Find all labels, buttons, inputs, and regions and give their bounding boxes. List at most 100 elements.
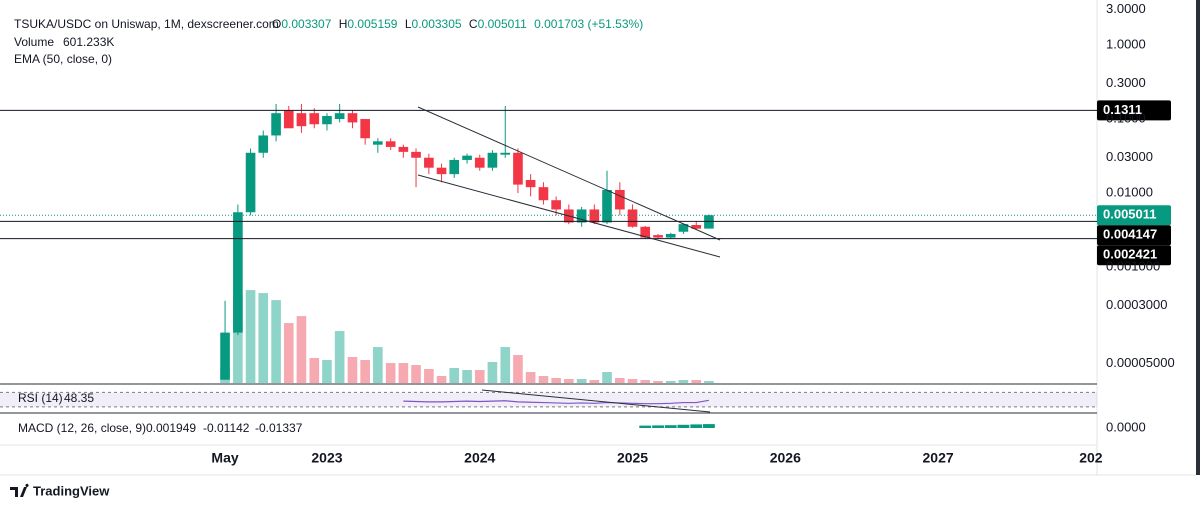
candle-body <box>551 200 561 210</box>
price-label: 0.002421 <box>1103 247 1157 262</box>
brand: TradingView <box>33 483 110 498</box>
volume-bar <box>487 362 498 383</box>
volume-bar <box>691 380 702 383</box>
y-tick-label: 0.0003000 <box>1106 297 1167 312</box>
volume-bar <box>551 378 561 383</box>
volume-bar <box>704 380 714 383</box>
volume-bar <box>462 370 472 383</box>
volume-bar <box>322 360 332 383</box>
y-tick-label: 0.3000 <box>1106 75 1146 90</box>
candle-body <box>334 113 345 120</box>
candle-body <box>665 233 676 238</box>
volume-bar <box>576 379 587 383</box>
volume-bar <box>233 295 243 383</box>
macd-hist: 0.001949 <box>146 421 196 435</box>
trend-line <box>417 174 721 258</box>
volume-bar <box>360 360 370 383</box>
candle-body <box>627 209 638 227</box>
candle-body <box>283 110 294 129</box>
y-tick-label: 3.0000 <box>1106 1 1146 16</box>
candle-body <box>233 212 243 333</box>
macd-bar <box>677 424 690 428</box>
volume-bar <box>474 370 485 383</box>
price-label-box <box>1097 225 1171 246</box>
y-tick-label: 0.00005000 <box>1106 355 1175 370</box>
candle-body <box>436 167 447 175</box>
rsi-value: 48.35 <box>64 391 94 405</box>
volume-bar <box>436 376 447 383</box>
candle-body <box>424 157 434 168</box>
x-tick-label: 2025 <box>617 450 648 466</box>
price-label-box <box>1097 100 1171 121</box>
volume-bar <box>424 369 434 383</box>
candle-body <box>449 159 460 175</box>
candle-body <box>385 141 396 147</box>
frame-edge <box>1196 0 1200 509</box>
price-label: 0.005011 <box>1103 207 1157 222</box>
candle-body <box>487 152 498 168</box>
rsi-band <box>0 392 1097 407</box>
candle-body <box>589 209 600 223</box>
candle-body <box>296 113 307 127</box>
volume-bar <box>589 380 600 383</box>
candle-body <box>678 224 689 232</box>
macd-bar <box>703 424 715 428</box>
volume-bar <box>373 347 383 383</box>
volume-bar <box>678 380 689 383</box>
volume-bar <box>627 379 638 383</box>
candle-body <box>538 187 549 201</box>
volume-bar <box>653 381 663 383</box>
macd-bar <box>690 424 703 428</box>
volume-bar <box>500 347 511 383</box>
ema-title: EMA (50, close, 0) <box>14 52 112 66</box>
h-key: H <box>339 17 348 31</box>
volume-bar <box>513 355 523 383</box>
macd-title: MACD (12, 26, close, 9) <box>18 421 146 435</box>
rsi-title: RSI (14) <box>18 391 63 405</box>
candle-body <box>411 151 421 158</box>
volume-bar <box>347 357 358 383</box>
x-tick-label: 202 <box>1079 450 1103 466</box>
volume-bar <box>296 316 307 383</box>
candle-body <box>615 189 625 210</box>
candle-body <box>322 115 332 125</box>
candle-body <box>500 152 511 155</box>
volume-bar <box>245 290 256 383</box>
open-value: 0.003307 <box>281 17 331 31</box>
price-label-box <box>1097 245 1171 266</box>
candle-body <box>513 152 523 185</box>
ohlc: O0.003307 H0.005159 L0.003305 C0.005011 … <box>272 17 643 31</box>
logo: TradingView <box>10 483 110 498</box>
y-tick-label: 0.03000 <box>1106 149 1153 164</box>
candle-body <box>347 113 358 123</box>
macd-bar <box>664 425 677 428</box>
volume-bar <box>258 293 269 383</box>
price-label-box <box>1097 205 1171 226</box>
volume-bar <box>665 381 676 383</box>
x-tick-label: May <box>211 450 238 466</box>
candle-body <box>271 113 281 136</box>
macd-bar <box>652 425 664 428</box>
volume-bar <box>564 379 574 383</box>
volume-bar <box>449 368 460 383</box>
x-tick-label: 2023 <box>311 450 342 466</box>
volume-bar <box>283 323 294 383</box>
x-tick-label: 2026 <box>770 450 801 466</box>
price-label: 0.1311 <box>1103 102 1142 117</box>
y-tick-label: 0.1000 <box>1106 110 1146 125</box>
x-tick-label: 2024 <box>464 450 495 466</box>
candle-body <box>245 152 256 213</box>
symbol: TSUKA/USDC on Uniswap, 1M, dexscreener.c… <box>14 17 279 31</box>
candle-body <box>220 332 230 380</box>
candle-body <box>360 119 370 139</box>
candle-body <box>704 215 714 229</box>
y-tick-label: 1.0000 <box>1106 36 1146 51</box>
trend-line <box>417 106 721 241</box>
footer <box>0 475 1200 509</box>
rsi-trend-line <box>481 389 711 413</box>
volume-bar <box>538 376 549 383</box>
volume-bar <box>334 331 345 383</box>
volume-bar <box>309 358 320 383</box>
logo-mark <box>10 483 29 497</box>
